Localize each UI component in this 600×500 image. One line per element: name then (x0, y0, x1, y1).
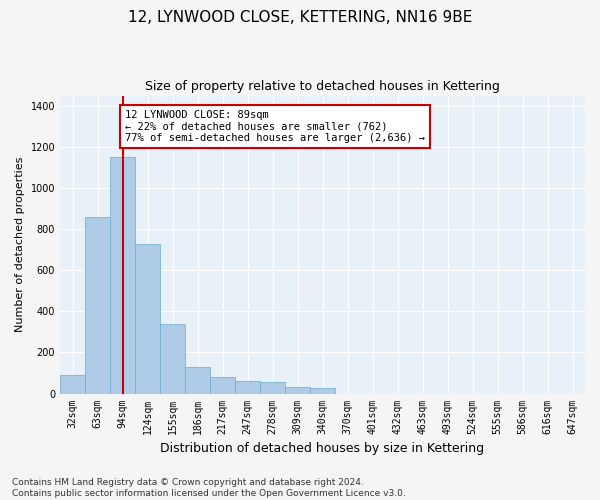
Bar (285, 388, 310, 394)
Text: 12, LYNWOOD CLOSE, KETTERING, NN16 9BE: 12, LYNWOOD CLOSE, KETTERING, NN16 9BE (128, 10, 472, 25)
Bar (235, 381, 260, 394)
Bar (310, 388, 335, 394)
Bar (210, 377, 235, 394)
Bar (185, 367, 210, 394)
Text: 12 LYNWOOD CLOSE: 89sqm
← 22% of detached houses are smaller (762)
77% of semi-d: 12 LYNWOOD CLOSE: 89sqm ← 22% of detache… (125, 110, 425, 143)
Bar (110, 157, 135, 394)
Y-axis label: Number of detached properties: Number of detached properties (15, 157, 25, 332)
Bar (135, 244, 160, 394)
Bar (260, 382, 285, 394)
Bar (85, 217, 110, 394)
Title: Size of property relative to detached houses in Kettering: Size of property relative to detached ho… (145, 80, 500, 93)
Text: Contains HM Land Registry data © Crown copyright and database right 2024.
Contai: Contains HM Land Registry data © Crown c… (12, 478, 406, 498)
X-axis label: Distribution of detached houses by size in Kettering: Distribution of detached houses by size … (160, 442, 485, 455)
Bar (160, 324, 185, 394)
Bar (60, 375, 85, 394)
